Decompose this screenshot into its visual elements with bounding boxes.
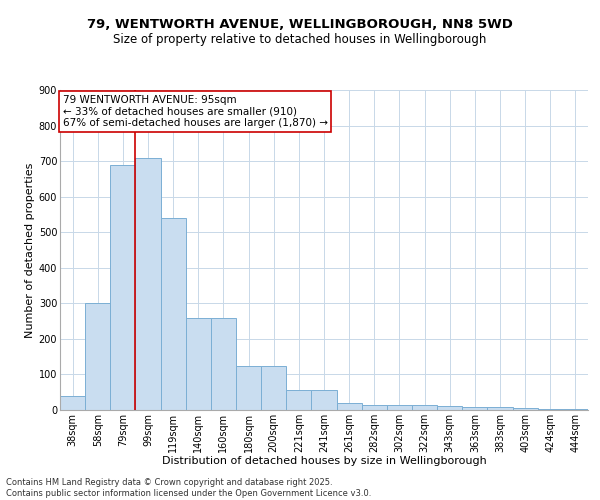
Bar xyxy=(60,396,85,410)
Bar xyxy=(211,318,236,410)
Bar xyxy=(110,164,136,410)
Bar xyxy=(462,407,487,410)
Bar xyxy=(412,404,437,410)
Bar xyxy=(261,366,286,410)
Text: Contains HM Land Registry data © Crown copyright and database right 2025.
Contai: Contains HM Land Registry data © Crown c… xyxy=(6,478,371,498)
Bar xyxy=(512,408,538,410)
Text: 79, WENTWORTH AVENUE, WELLINGBOROUGH, NN8 5WD: 79, WENTWORTH AVENUE, WELLINGBOROUGH, NN… xyxy=(87,18,513,30)
Bar xyxy=(286,390,311,410)
Bar xyxy=(487,407,512,410)
Bar xyxy=(538,409,563,410)
Bar xyxy=(437,406,462,410)
X-axis label: Distribution of detached houses by size in Wellingborough: Distribution of detached houses by size … xyxy=(161,456,487,466)
Bar xyxy=(161,218,186,410)
Bar xyxy=(311,390,337,410)
Bar xyxy=(85,304,110,410)
Bar xyxy=(337,403,362,410)
Text: Size of property relative to detached houses in Wellingborough: Size of property relative to detached ho… xyxy=(113,32,487,46)
Bar xyxy=(136,158,161,410)
Bar xyxy=(186,318,211,410)
Text: 79 WENTWORTH AVENUE: 95sqm
← 33% of detached houses are smaller (910)
67% of sem: 79 WENTWORTH AVENUE: 95sqm ← 33% of deta… xyxy=(62,95,328,128)
Bar xyxy=(387,404,412,410)
Y-axis label: Number of detached properties: Number of detached properties xyxy=(25,162,35,338)
Bar xyxy=(362,404,387,410)
Bar xyxy=(236,366,261,410)
